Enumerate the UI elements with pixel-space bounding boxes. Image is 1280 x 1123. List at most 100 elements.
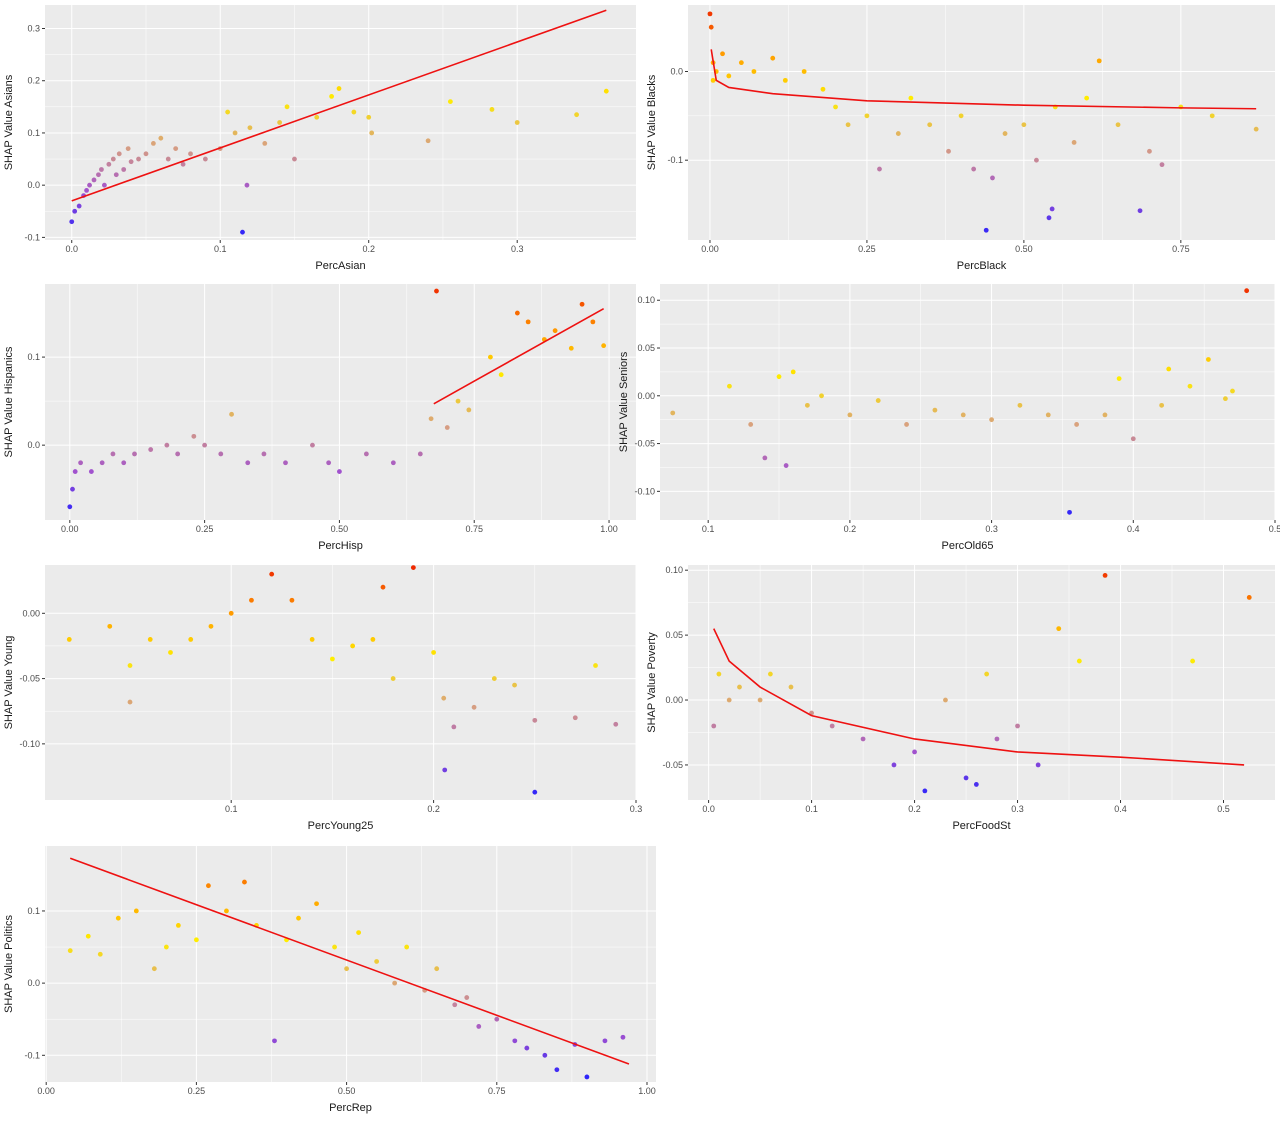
x-tick-label: 0.5 [1217,804,1230,814]
data-point [67,948,73,954]
data-point [369,130,375,136]
x-tick-label: 0.50 [1015,244,1033,254]
y-tick-label: 0.0 [27,440,40,450]
data-point [590,319,596,325]
data-point [173,146,179,152]
data-point [314,901,319,907]
data-point [737,684,742,690]
data-point [801,69,807,74]
panel-percblack: 0.00 0.25 0.50 0.75 -0.1 0.0 PercBlack SHAP Val… [646,5,1275,272]
x-tick-label: 0.50 [338,1086,356,1096]
data-point [336,86,342,91]
data-point [1015,723,1020,729]
data-point [107,623,113,629]
data-point [1230,388,1235,394]
data-point [783,463,789,468]
data-point [524,1045,530,1051]
data-point [110,156,116,162]
data-point [707,11,713,17]
y-tick-label: 0.10 [665,565,683,575]
data-point [434,288,439,294]
x-tick-label: 0.1 [214,244,227,254]
data-point [514,120,520,125]
data-point [1096,58,1102,64]
data-point [218,451,224,457]
x-tick-label: 1.00 [600,524,618,534]
data-point [99,167,104,172]
data-point [191,433,197,439]
data-point [202,156,208,162]
data-point [314,114,320,120]
data-point [1045,412,1051,418]
data-point [602,1038,608,1044]
data-point [261,451,267,457]
data-point [1102,412,1108,418]
data-point [91,177,97,183]
data-point [847,412,853,418]
data-point [289,597,295,603]
data-point [891,762,897,768]
data-point [175,922,181,928]
data-point [245,460,251,466]
data-point [498,372,504,378]
data-point [1159,162,1165,168]
data-point [1137,208,1143,214]
x-tick-label: 0.2 [427,804,440,814]
data-point [97,951,103,957]
data-point [762,455,768,461]
data-point [76,203,82,209]
y-tick-label: 0.2 [27,76,40,86]
data-point [451,724,457,730]
x-axis-label: PercBlack [957,260,1007,272]
data-point [488,354,493,360]
data-point [148,447,154,452]
data-point [568,345,574,351]
data-point [532,717,538,723]
data-point [344,966,349,972]
data-point [1246,595,1252,600]
data-point [593,663,598,668]
data-point [150,140,156,146]
data-point [202,442,208,448]
data-point [908,95,914,101]
data-point [143,151,149,157]
fit-line [71,9,607,202]
data-point [603,88,609,94]
data-point [748,422,754,427]
panel-background [660,284,1275,520]
data-point [601,343,607,349]
x-tick-label: 0.0 [65,244,78,254]
data-point [337,469,342,474]
data-point [776,374,782,380]
data-point [180,161,186,167]
data-point [292,156,297,162]
data-point [229,411,234,417]
y-tick-label: -0.05 [662,760,683,770]
data-point [434,966,440,972]
x-tick-label: 0.3 [630,804,643,814]
data-point [329,93,334,99]
data-point [326,460,332,466]
data-point [87,182,92,188]
fit-line [713,628,1245,766]
data-point [1049,206,1055,212]
y-tick-label: -0.10 [19,739,40,749]
panel-perchisp: 0.00 0.25 0.50 0.75 1.00 0.0 0.1 PercHisp SHAP V… [3,284,636,552]
data-point [877,166,882,172]
panel-percrep: 0.00 0.25 0.50 0.75 1.00 -0.1 0.0 0.1 PercRep SHA… [3,846,656,1114]
x-tick-label: 0.00 [61,524,79,534]
data-point [820,86,826,92]
data-point [1116,376,1122,381]
data-point [101,182,107,188]
data-point [1159,402,1165,408]
x-axis-label: PercYoung25 [308,820,374,832]
data-point [494,1016,500,1022]
data-point [158,135,164,141]
data-point [1076,658,1082,664]
data-point [1084,95,1090,101]
y-tick-label: -0.05 [634,439,655,449]
data-point [943,697,948,703]
data-point [72,469,78,474]
data-point [165,156,171,162]
y-axis-label: SHAP Value Politics [3,914,15,1013]
